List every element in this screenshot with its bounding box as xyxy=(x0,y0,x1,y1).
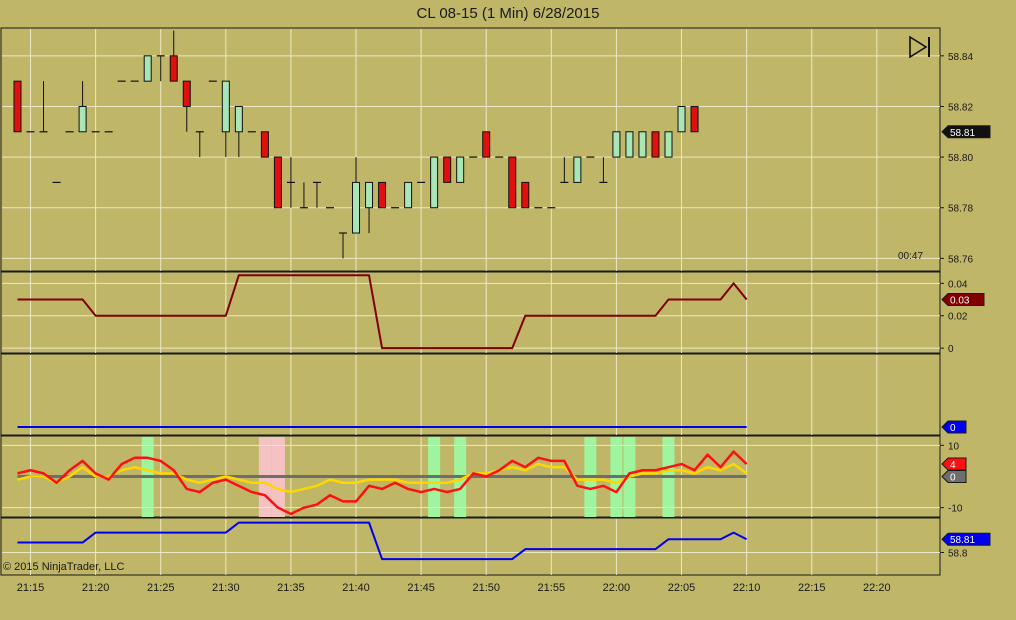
y-tick-label: 58.8 xyxy=(948,548,968,559)
candle-down xyxy=(508,156,517,209)
last-value-label: 0 xyxy=(950,473,956,484)
panel-frame-2 xyxy=(0,353,941,436)
x-tick-label: 21:55 xyxy=(538,582,566,594)
candle-down xyxy=(260,131,269,158)
y-tick-label: 0.04 xyxy=(948,279,968,290)
panel-frame-1 xyxy=(0,271,941,354)
x-tick-label: 22:20 xyxy=(863,582,891,594)
y-tick-label: 0.02 xyxy=(948,312,968,323)
candle-up xyxy=(625,131,634,158)
candle-up xyxy=(573,156,582,183)
candle-up xyxy=(365,181,374,209)
last-value-marker xyxy=(941,420,967,434)
last-value-label: 0.03 xyxy=(950,296,970,307)
candle-up xyxy=(221,80,230,133)
x-tick-label: 21:30 xyxy=(212,582,240,594)
candle-up xyxy=(352,181,361,234)
y-tick-label: 58.82 xyxy=(948,102,973,113)
candle-down xyxy=(651,131,660,158)
candle-down xyxy=(169,55,178,82)
chart-title: CL 08-15 (1 Min) 6/28/2015 xyxy=(416,5,600,22)
candle-down xyxy=(182,80,191,107)
last-value-label: 58.81 xyxy=(950,535,975,546)
candle-up xyxy=(677,105,686,133)
last-value-marker xyxy=(941,470,967,483)
candle-down xyxy=(690,105,699,133)
y-tick-label: 10 xyxy=(948,441,960,452)
x-tick-label: 22:10 xyxy=(733,582,761,594)
candle-down xyxy=(521,181,530,209)
last-value-marker xyxy=(941,293,985,307)
candle-up xyxy=(430,156,439,209)
bar-timer: 00:47 xyxy=(898,251,924,262)
y-tick-label: 58.78 xyxy=(948,204,973,215)
y-tick-label: 58.84 xyxy=(948,52,973,63)
x-tick-label: 22:05 xyxy=(668,582,696,594)
last-value-label: 58.81 xyxy=(950,128,975,139)
x-tick-label: 22:15 xyxy=(798,582,826,594)
y-tick-label: -10 xyxy=(948,504,963,515)
candle-down xyxy=(273,156,282,209)
panel-frame-3 xyxy=(0,435,941,518)
last-value-marker xyxy=(941,532,991,546)
x-tick-label: 21:15 xyxy=(17,582,45,594)
x-tick-label: 21:35 xyxy=(277,582,305,594)
candle-up xyxy=(404,181,413,209)
x-tick-label: 21:40 xyxy=(342,582,370,594)
x-tick-label: 22:00 xyxy=(603,582,631,594)
candle-down xyxy=(13,80,22,133)
last-value-label: 0 xyxy=(950,423,956,434)
candle-up xyxy=(234,105,243,133)
candle-down xyxy=(482,131,491,158)
candle-up xyxy=(638,131,647,158)
candle-down xyxy=(443,156,452,183)
panel-frame-4 xyxy=(0,517,941,576)
indicator-1-line xyxy=(17,274,748,350)
candle-up xyxy=(612,131,621,158)
skip-to-end-icon[interactable] xyxy=(908,35,932,59)
panel-frame-0 xyxy=(0,27,941,272)
candle-up xyxy=(143,55,152,82)
candle-up xyxy=(456,156,465,183)
last-value-marker xyxy=(941,125,991,139)
y-tick-label: 58.80 xyxy=(948,153,973,164)
last-value-label: 4 xyxy=(950,460,956,471)
candle-down xyxy=(378,181,387,209)
x-tick-label: 21:20 xyxy=(82,582,110,594)
y-tick-label: 0 xyxy=(948,344,954,355)
candle-up xyxy=(664,131,673,158)
x-tick-label: 21:25 xyxy=(147,582,175,594)
copyright-text: © 2015 NinjaTrader, LLC xyxy=(3,561,125,573)
x-tick-label: 21:50 xyxy=(472,582,500,594)
x-tick-label: 21:45 xyxy=(407,582,435,594)
indicator-4-line xyxy=(17,521,748,561)
indicator-3-red-line xyxy=(17,450,748,516)
y-tick-label: 58.76 xyxy=(948,254,973,265)
candle-up xyxy=(78,105,87,133)
last-value-marker xyxy=(941,457,967,471)
